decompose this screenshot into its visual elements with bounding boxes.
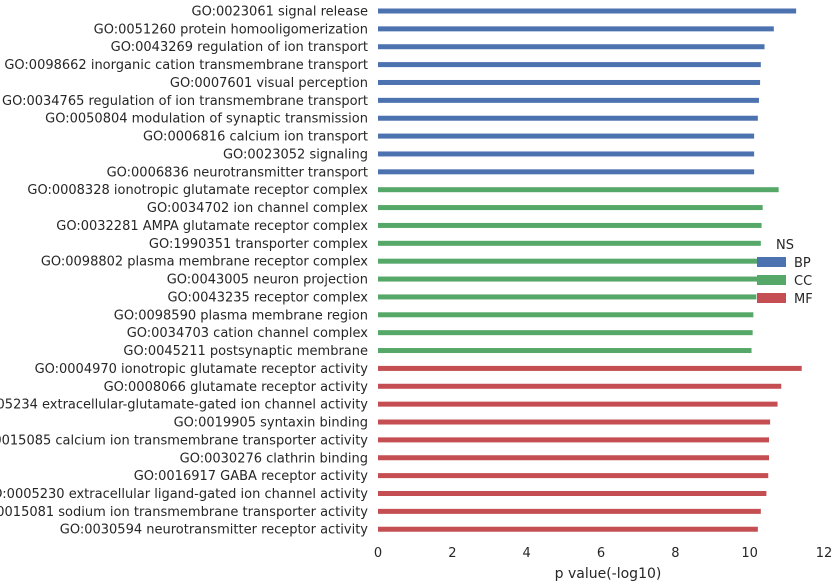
category-label: GO:0006836 neurotransmitter transport — [107, 165, 368, 180]
category-label: GO:0051260 protein homooligomerization — [94, 22, 368, 37]
bar-mf — [378, 473, 769, 479]
bar-cc — [378, 258, 758, 264]
category-label: GO:0034703 cation channel complex — [127, 326, 369, 341]
legend-label-cc: CC — [794, 274, 812, 289]
bar-bp — [378, 115, 758, 121]
category-label: GO:0098802 plasma membrane receptor comp… — [41, 255, 368, 270]
category-label: GO:0008328 ionotropic glutamate receptor… — [27, 183, 368, 198]
bar-bp — [378, 44, 765, 50]
bar-mf — [378, 419, 771, 425]
category-label: GO:0007601 visual perception — [170, 76, 368, 91]
bar-bp — [378, 62, 761, 68]
category-label: GO:0006816 calcium ion transport — [143, 130, 368, 145]
legend-label-bp: BP — [794, 256, 811, 271]
x-axis-title: p value(-log10) — [555, 566, 662, 582]
legend-title: NS — [776, 238, 794, 253]
bar-mf — [378, 401, 778, 407]
bar-cc — [378, 240, 761, 246]
bar-bp — [378, 151, 755, 157]
category-label: GO:0004970 ionotropic glutamate receptor… — [35, 362, 369, 377]
legend-swatch-bp — [757, 257, 786, 267]
bar-bp — [378, 169, 755, 175]
category-label: GO:0016917 GABA receptor activity — [134, 469, 369, 484]
bar-bp — [378, 79, 761, 85]
category-label: GO:0008066 glutamate receptor activity — [104, 380, 369, 395]
bar-bp — [378, 8, 797, 14]
bar-bp — [378, 26, 774, 32]
x-tick-label: 4 — [523, 546, 531, 561]
category-label: GO:0045211 postsynaptic membrane — [123, 344, 368, 359]
category-label: GO:0098590 plasma membrane region — [114, 308, 368, 323]
x-tick-label: 12 — [816, 546, 833, 561]
x-axis: p value(-log10) 0 2 4 6 8 10 12 — [374, 546, 832, 582]
x-tick-label: 0 — [374, 546, 382, 561]
bar-mf — [378, 526, 758, 532]
category-label: GO:0043235 receptor complex — [167, 290, 368, 305]
bar-cc — [378, 222, 762, 228]
category-label: GO:0015085 calcium ion transmembrane tra… — [0, 433, 368, 448]
category-label: GO:0005234 extracellular-glutamate-gated… — [0, 398, 368, 413]
legend-label-mf: MF — [794, 292, 813, 307]
bar-cc — [378, 294, 757, 300]
bar-mf — [378, 365, 802, 371]
bar-mf — [378, 437, 769, 443]
x-tick-label: 8 — [671, 546, 679, 561]
category-label: GO:0043005 neuron projection — [167, 273, 368, 288]
category-label: GO:0050804 modulation of synaptic transm… — [45, 112, 368, 127]
category-label: GO:0030594 neurotransmitter receptor act… — [60, 523, 369, 538]
category-label: GO:0043269 regulation of ion transport — [111, 40, 368, 55]
bar-mf — [378, 508, 761, 514]
category-label: GO:0030276 clathrin binding — [180, 451, 368, 466]
bar-mf — [378, 455, 769, 461]
legend-swatch-mf — [757, 293, 786, 303]
bar-bp — [378, 97, 759, 103]
category-label: GO:0023061 signal release — [192, 5, 368, 20]
bar-cc — [378, 205, 763, 211]
category-label: GO:0019905 syntaxin binding — [174, 416, 368, 431]
category-label: GO:0015081 sodium ion transmembrane tran… — [0, 505, 368, 520]
bar-cc — [378, 312, 754, 318]
bar-mf — [378, 383, 782, 389]
category-labels: GO:0023061 signal release GO:0051260 prot… — [0, 5, 368, 538]
bars-layer — [378, 8, 802, 532]
x-tick-label: 2 — [448, 546, 456, 561]
bar-bp — [378, 133, 755, 139]
category-label: GO:0034765 regulation of ion transmembra… — [2, 94, 368, 109]
bar-cc — [378, 330, 753, 336]
category-label: GO:0032281 AMPA glutamate receptor compl… — [56, 219, 368, 234]
category-label: GO:0034702 ion channel complex — [147, 201, 368, 216]
category-label: GO:0023052 signaling — [223, 147, 368, 162]
bar-cc — [378, 348, 752, 354]
legend: NS BP CC MF — [757, 238, 813, 307]
bar-mf — [378, 490, 767, 496]
bar-cc — [378, 276, 758, 282]
category-label: GO:1990351 transporter complex — [149, 237, 368, 252]
legend-swatch-cc — [757, 275, 786, 285]
x-tick-label: 6 — [597, 546, 605, 561]
category-label: GO:0098662 inorganic cation transmembran… — [4, 58, 368, 73]
bar-cc — [378, 187, 779, 193]
category-label: GO:0005230 extracellular ligand-gated io… — [0, 487, 368, 502]
x-tick-label: 10 — [741, 546, 758, 561]
